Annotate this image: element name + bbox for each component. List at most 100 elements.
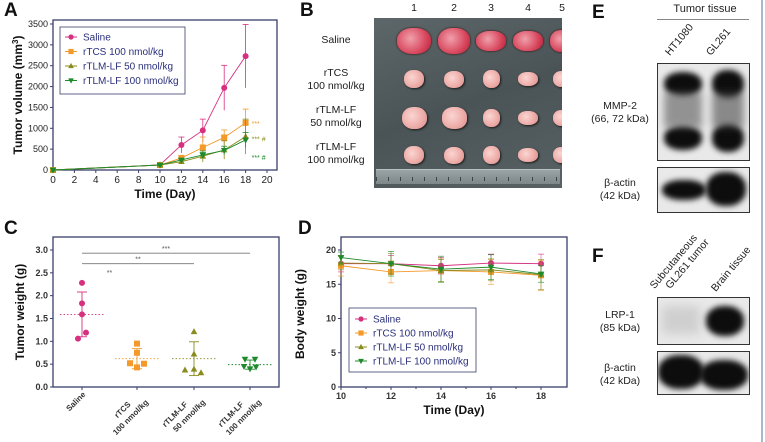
column-label: 4: [525, 2, 531, 14]
a-y-tick-label: 500: [33, 144, 48, 154]
c-plot-frame: [52, 236, 280, 388]
a-data-point: [221, 84, 228, 91]
d-y-tick-label: 10: [326, 314, 336, 324]
d-y-tick-label: 0: [331, 382, 336, 392]
a-x-tick-label: 12: [176, 175, 188, 186]
a-x-tick-label: 20: [261, 175, 273, 186]
tumor-specimen: [553, 71, 562, 87]
a-y-tick-label: 2500: [28, 61, 48, 71]
tumor-weight-chart: 0.0 0.5 1.0 1.5 2.0 2.5 3.0 Tumor weight (g) Sal…: [13, 236, 280, 437]
tumor-specimen: [441, 107, 467, 129]
d-y-axis-label: Body weight (g): [293, 269, 307, 359]
column-label: 2: [451, 2, 457, 14]
c-data-point: [241, 356, 249, 363]
c-x-tick-label: rTLM-LF100 nmol/kg: [216, 390, 263, 437]
a-y-tick-label: 3500: [28, 19, 48, 29]
c-data-point: [75, 335, 81, 342]
a-data-point: [178, 141, 185, 148]
tumor-tissue-header: Tumor tissue: [673, 3, 737, 15]
panel-letter-d: D: [298, 218, 312, 239]
tumor-specimen: [476, 31, 506, 51]
d-data-point: [337, 255, 345, 262]
d-legend-marker: [358, 330, 364, 336]
tumor-specimen: [513, 31, 543, 51]
c-data-point: [190, 350, 198, 357]
d-x-tick-label: 16: [486, 391, 496, 401]
a-legend-marker: [68, 34, 74, 40]
tumor-specimen: [438, 28, 470, 54]
a-x-tick-label: 4: [93, 175, 99, 186]
tumor-specimen: [553, 110, 562, 126]
c-significance-label: **: [135, 257, 141, 264]
d-y-tick-label: 15: [326, 279, 336, 289]
tumor-specimen: [482, 146, 500, 164]
a-x-tick-label: 14: [197, 175, 209, 186]
tumor-photograph: [374, 18, 562, 188]
d-legend-label: rTCS 100 nmol/kg: [373, 329, 454, 340]
a-legend-marker: [68, 78, 74, 84]
lane-label-subcutaneous: Subcutaneous GL261 tumor: [647, 232, 712, 292]
c-data-point: [240, 364, 248, 371]
a-x-tick-label: 6: [114, 175, 120, 186]
a-legend-marker: [68, 48, 74, 55]
column-label: 5: [559, 2, 565, 14]
ruler: [376, 169, 560, 184]
a-significance-label: *** #: [252, 155, 266, 162]
c-data-point: [79, 311, 85, 318]
column-label: 1: [411, 2, 417, 14]
mmp2-label: MMP-2 (66, 72 kDa): [591, 100, 649, 125]
c-data-point: [127, 360, 133, 367]
row-label: rTCS 100 nmol/kg: [307, 67, 365, 92]
c-data-point: [134, 340, 140, 347]
d-legend-marker: [358, 358, 364, 365]
c-data-point: [134, 349, 140, 356]
a-x-tick-label: 18: [240, 175, 252, 186]
lrp1-label: LRP-1 (85 kDa): [599, 309, 641, 334]
a-series-line-3: [52, 139, 246, 171]
a-y-tick-label: 3000: [28, 40, 48, 50]
tumor-specimen: [444, 70, 464, 88]
a-legend-label: rTLM-LF 100 nmol/kg: [83, 76, 179, 87]
a-data-point: [199, 127, 206, 134]
a-data-point: [242, 53, 249, 60]
c-data-point: [252, 364, 260, 371]
d-data-point: [487, 264, 495, 271]
d-plot-frame: [340, 236, 568, 388]
panel-letter-e: E: [592, 2, 605, 23]
a-x-tick-label: 16: [219, 175, 231, 186]
row-label: Saline: [321, 34, 351, 46]
tumor-volume-chart: 0 500 1000 1500 2000 2500 3000 3500 0 2 4 6 8 10 12 14 1…: [11, 19, 278, 201]
mmp2-blot: [657, 63, 750, 161]
c-significance-label: **: [107, 270, 113, 277]
a-legend-marker: [68, 62, 74, 69]
tumor-specimen: [404, 146, 424, 164]
lane-label-gl261: GL261: [703, 26, 734, 58]
tumor-specimen: [550, 30, 562, 52]
a-legend-box: [59, 26, 186, 95]
tumor-specimen: [553, 147, 562, 163]
c-x-tick-label: Saline: [64, 390, 87, 413]
d-y-tick-label: 5: [331, 348, 336, 358]
tumor-specimen: [444, 146, 464, 164]
tumor-specimen: [518, 148, 538, 162]
d-legend-label: rTLM-LF 50 nmol/kg: [373, 343, 463, 354]
c-y-tick-label: 0.0: [35, 382, 48, 392]
d-legend-marker: [358, 343, 364, 350]
c-significance-label: ***: [162, 246, 170, 253]
a-data-point: [220, 147, 228, 154]
a-y-tick-label: 0: [43, 165, 48, 175]
a-data-point: [178, 157, 185, 164]
a-data-point: [242, 137, 249, 144]
a-x-tick-label: 10: [154, 175, 166, 186]
a-data-point: [156, 162, 164, 169]
a-data-point: [199, 152, 207, 159]
tumor-tissue-bracket: [657, 19, 749, 20]
a-x-tick-label: 0: [50, 175, 56, 186]
c-data-point: [141, 360, 147, 367]
a-significance-label: *** #: [252, 137, 266, 144]
a-x-tick-label: 2: [72, 175, 78, 186]
a-y-tick-label: 1000: [28, 123, 48, 133]
c-y-tick-label: 2.5: [35, 268, 48, 278]
tumor-specimen: [401, 106, 427, 130]
c-data-point: [246, 366, 254, 373]
